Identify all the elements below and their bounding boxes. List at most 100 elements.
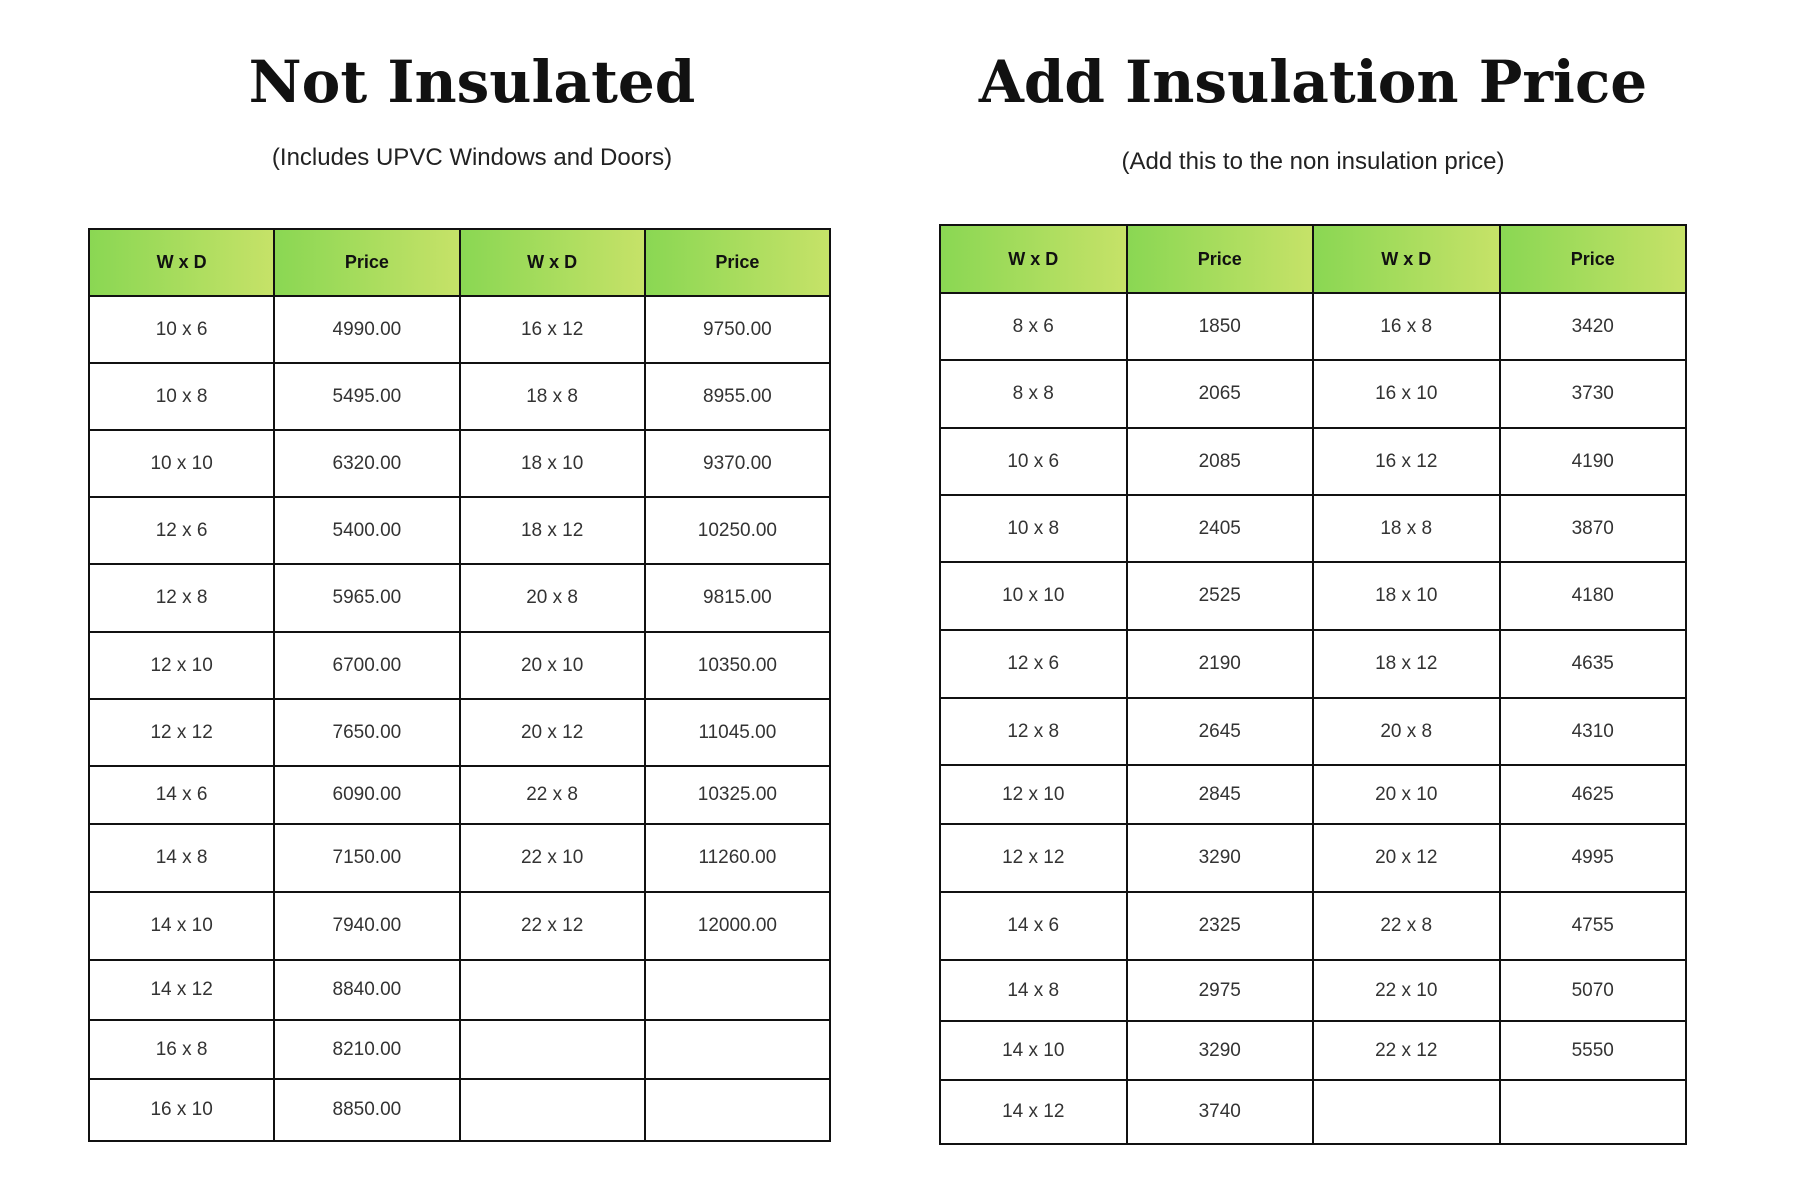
size-cell: 22 x 10 — [458, 823, 646, 893]
size-cell: 16 x 8 — [87, 1019, 276, 1080]
column-header-price: Price — [1125, 224, 1314, 294]
header-row: W x D Price W x D Price — [939, 224, 1687, 294]
price-cell: 9370.00 — [643, 429, 832, 498]
size-cell: 20 x 8 — [1312, 697, 1501, 766]
size-cell: 22 x 8 — [1312, 891, 1501, 961]
size-cell: 18 x 10 — [458, 429, 646, 498]
price-cell: 5965.00 — [273, 563, 461, 633]
price-cell: 11045.00 — [643, 698, 832, 767]
size-cell: 12 x 10 — [939, 764, 1128, 825]
price-cell: 4190 — [1498, 427, 1687, 496]
price-cell — [643, 1019, 832, 1080]
table-row: 14 x 10 7940.00 22 x 12 12000.00 — [87, 891, 832, 961]
right-subtitle: (Add this to the non insulation price) — [1121, 148, 1505, 175]
price-cell: 3870 — [1498, 494, 1687, 563]
price-cell — [643, 959, 832, 1021]
size-cell: 8 x 8 — [939, 359, 1128, 429]
size-cell: 18 x 8 — [1312, 494, 1501, 563]
price-cell: 3740 — [1125, 1079, 1314, 1145]
right-title: Add Insulation Price — [978, 48, 1648, 116]
price-cell: 6700.00 — [273, 631, 461, 700]
price-cell: 2525 — [1125, 561, 1314, 631]
size-cell: 18 x 12 — [1312, 629, 1501, 699]
size-cell: 14 x 6 — [87, 765, 276, 825]
left-title: Not Insulated — [248, 48, 696, 116]
size-cell: 20 x 10 — [458, 631, 646, 700]
price-cell: 2645 — [1125, 697, 1314, 766]
table-row: 12 x 10 6700.00 20 x 10 10350.00 — [87, 631, 832, 700]
price-cell: 10350.00 — [643, 631, 832, 700]
size-cell: 12 x 12 — [939, 823, 1128, 893]
price-cell: 2845 — [1125, 764, 1314, 825]
price-cell: 1850 — [1125, 292, 1314, 361]
size-cell: 12 x 8 — [939, 697, 1128, 766]
price-cell: 9815.00 — [643, 563, 832, 633]
table-row: 16 x 8 8210.00 — [87, 1019, 832, 1080]
price-cell: 4625 — [1498, 764, 1687, 825]
price-cell: 5495.00 — [273, 362, 461, 431]
header-row: W x D Price W x D Price — [87, 228, 832, 297]
size-cell: 10 x 10 — [87, 429, 276, 498]
price-cell: 4310 — [1498, 697, 1687, 766]
size-cell: 18 x 10 — [1312, 561, 1501, 631]
column-header-size: W x D — [458, 228, 646, 297]
size-cell: 10 x 8 — [87, 362, 276, 431]
price-cell: 7940.00 — [273, 891, 461, 961]
table-row: 8 x 6 1850 16 x 8 3420 — [939, 292, 1687, 361]
size-cell: 12 x 10 — [87, 631, 276, 700]
size-cell: 16 x 10 — [87, 1078, 276, 1142]
price-cell: 4990.00 — [273, 295, 461, 364]
size-cell: 20 x 8 — [458, 563, 646, 633]
price-cell: 2975 — [1125, 959, 1314, 1022]
size-cell — [458, 1078, 646, 1142]
table-row: 16 x 10 8850.00 — [87, 1078, 832, 1142]
size-cell: 20 x 12 — [458, 698, 646, 767]
column-header-size: W x D — [939, 224, 1128, 294]
price-cell: 10250.00 — [643, 496, 832, 565]
table-row: 8 x 8 2065 16 x 10 3730 — [939, 359, 1687, 429]
size-cell: 22 x 12 — [1312, 1020, 1501, 1081]
price-cell: 3290 — [1125, 823, 1314, 893]
insulation-price-table: W x D Price W x D Price 8 x 6 1850 16 x 8 3420 8… — [939, 224, 1687, 1145]
price-cell: 7150.00 — [273, 823, 461, 893]
table-row: 10 x 8 2405 18 x 8 3870 — [939, 494, 1687, 563]
price-cell: 5550 — [1498, 1020, 1687, 1081]
table-row: 14 x 6 6090.00 22 x 8 10325.00 — [87, 765, 832, 825]
size-cell — [1312, 1079, 1501, 1145]
size-cell: 12 x 6 — [87, 496, 276, 565]
size-cell: 14 x 6 — [939, 891, 1128, 961]
size-cell: 18 x 8 — [458, 362, 646, 431]
size-cell: 14 x 12 — [939, 1079, 1128, 1145]
column-header-price: Price — [1498, 224, 1687, 294]
table-row: 14 x 12 3740 — [939, 1079, 1687, 1145]
size-cell: 10 x 8 — [939, 494, 1128, 563]
size-cell: 12 x 6 — [939, 629, 1128, 699]
price-cell: 11260.00 — [643, 823, 832, 893]
table-row: 10 x 10 6320.00 18 x 10 9370.00 — [87, 429, 832, 498]
price-cell: 6090.00 — [273, 765, 461, 825]
column-header-size: W x D — [1312, 224, 1501, 294]
price-cell: 2325 — [1125, 891, 1314, 961]
size-cell — [458, 959, 646, 1021]
size-cell: 20 x 10 — [1312, 764, 1501, 825]
price-cell: 9750.00 — [643, 295, 832, 364]
price-cell: 4995 — [1498, 823, 1687, 893]
not-insulated-price-table: W x D Price W x D Price 10 x 6 4990.00 16 x 12… — [87, 228, 832, 1142]
table-row: 14 x 12 8840.00 — [87, 959, 832, 1021]
price-cell — [1498, 1079, 1687, 1145]
size-cell: 8 x 6 — [939, 292, 1128, 361]
price-cell: 4755 — [1498, 891, 1687, 961]
size-cell: 12 x 8 — [87, 563, 276, 633]
price-cell: 7650.00 — [273, 698, 461, 767]
price-cell: 3730 — [1498, 359, 1687, 429]
table-row: 12 x 12 3290 20 x 12 4995 — [939, 823, 1687, 893]
table-row: 14 x 6 2325 22 x 8 4755 — [939, 891, 1687, 961]
price-cell: 2405 — [1125, 494, 1314, 563]
price-cell: 8210.00 — [273, 1019, 461, 1080]
price-cell: 4635 — [1498, 629, 1687, 699]
price-cell: 10325.00 — [643, 765, 832, 825]
size-cell: 22 x 12 — [458, 891, 646, 961]
table-row: 12 x 12 7650.00 20 x 12 11045.00 — [87, 698, 832, 767]
price-cell: 2190 — [1125, 629, 1314, 699]
size-cell: 16 x 10 — [1312, 359, 1501, 429]
